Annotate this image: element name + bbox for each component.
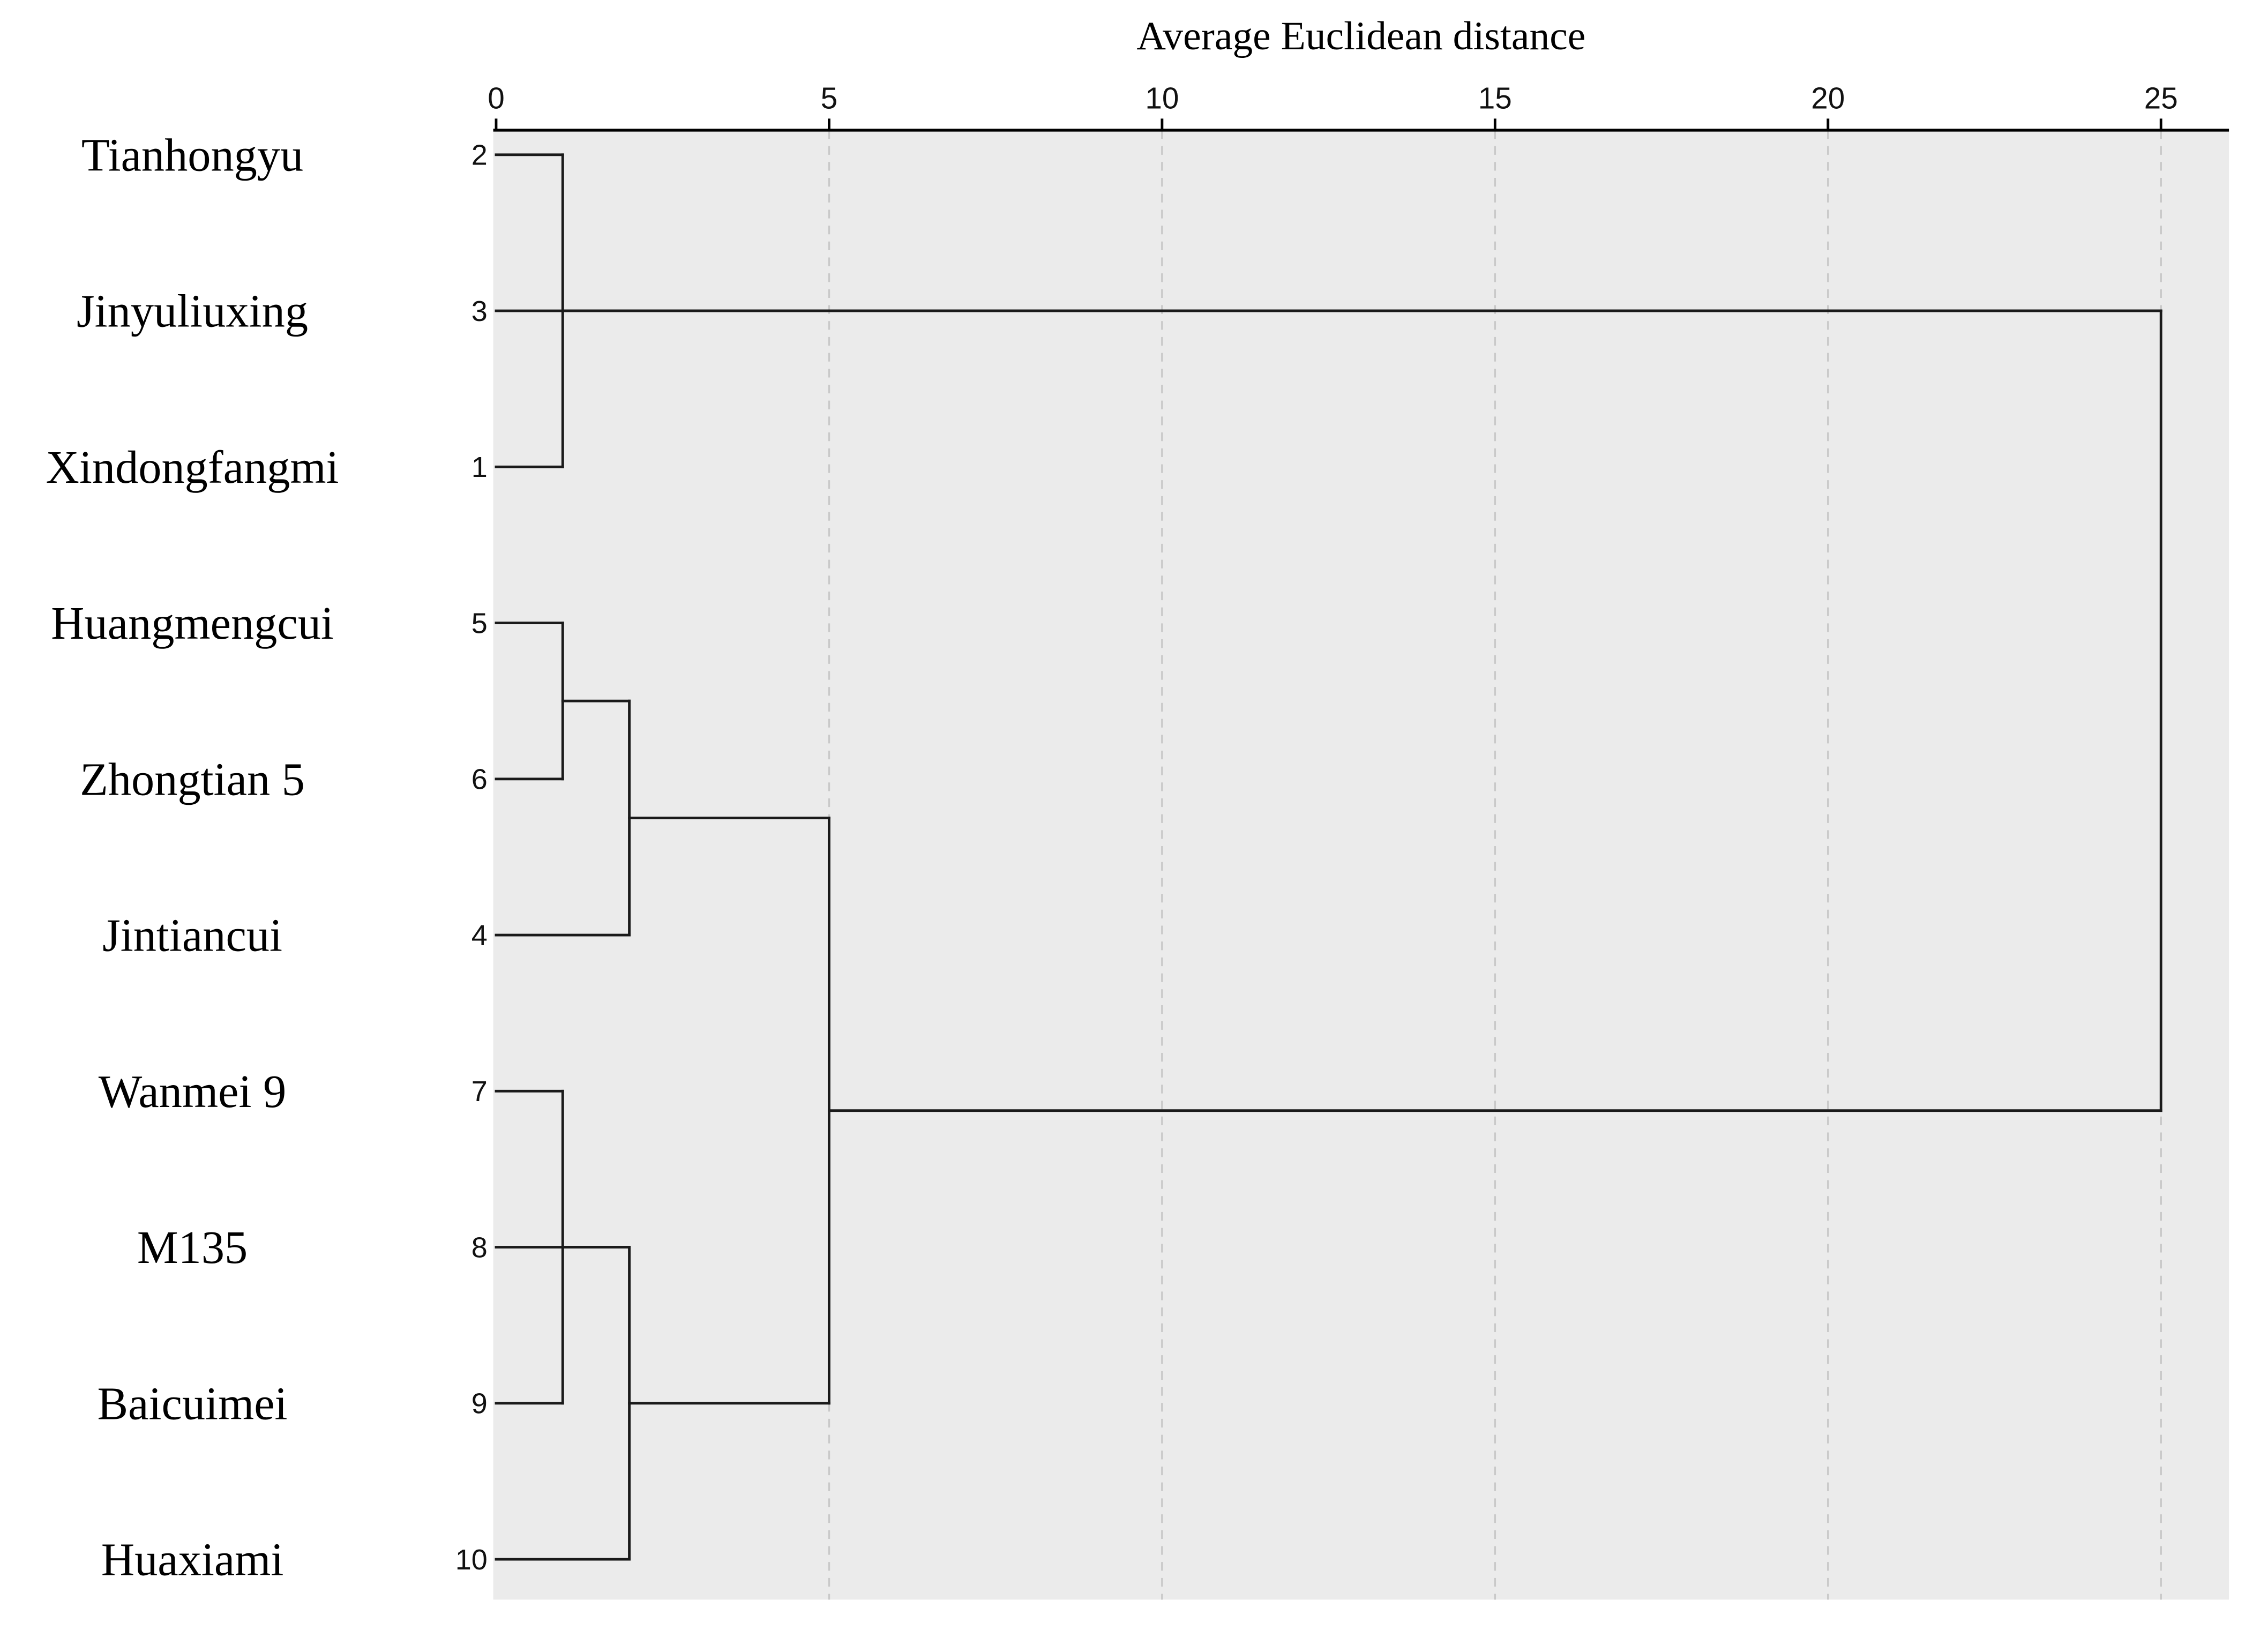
leaf-label: M135 (137, 1222, 248, 1273)
leaf-number: 10 (455, 1544, 488, 1576)
x-axis-tick-label: 10 (1145, 81, 1179, 115)
dendrogram-lines (495, 153, 2162, 1561)
leaf-number: 6 (471, 764, 488, 796)
leaf-label: Jintiancui (102, 910, 282, 961)
leaf-label: Tianhongyu (81, 130, 303, 181)
plot-area (493, 130, 2229, 1600)
x-axis-tick-label: 0 (488, 81, 505, 115)
leaf-label: Zhongtian 5 (80, 753, 305, 805)
leaf-labels: Tianhongyu Jinyuliuxing Xindongfangmi Huang… (46, 130, 339, 1586)
x-axis: 0 5 10 15 20 25 (488, 81, 2229, 132)
leaf-label: Huangmengcui (51, 597, 334, 649)
x-axis-tick-label: 20 (1811, 81, 1845, 115)
x-axis-tick-label: 5 (821, 81, 838, 115)
leaf-label: Huaxiami (101, 1534, 284, 1586)
leaf-number: 1 (471, 451, 488, 483)
leaf-number: 3 (471, 295, 488, 327)
leaf-numbers: 2 3 1 5 6 4 7 8 9 10 (455, 139, 488, 1576)
x-axis-tick-label: 15 (1478, 81, 1512, 115)
leaf-label: Jinyuliuxing (77, 286, 308, 337)
leaf-number: 7 (471, 1075, 488, 1108)
leaf-number: 5 (471, 607, 488, 639)
x-axis-tick-label: 25 (2144, 81, 2178, 115)
leaf-number: 4 (471, 919, 488, 952)
leaf-number: 8 (471, 1231, 488, 1263)
leaf-label: Xindongfangmi (46, 442, 339, 493)
leaf-number: 2 (471, 139, 488, 171)
leaf-label: Wanmei 9 (99, 1066, 286, 1117)
leaf-label: Baicuimei (98, 1378, 288, 1429)
leaf-number: 9 (471, 1388, 488, 1420)
chart-title: Average Euclidean distance (1136, 14, 1585, 58)
